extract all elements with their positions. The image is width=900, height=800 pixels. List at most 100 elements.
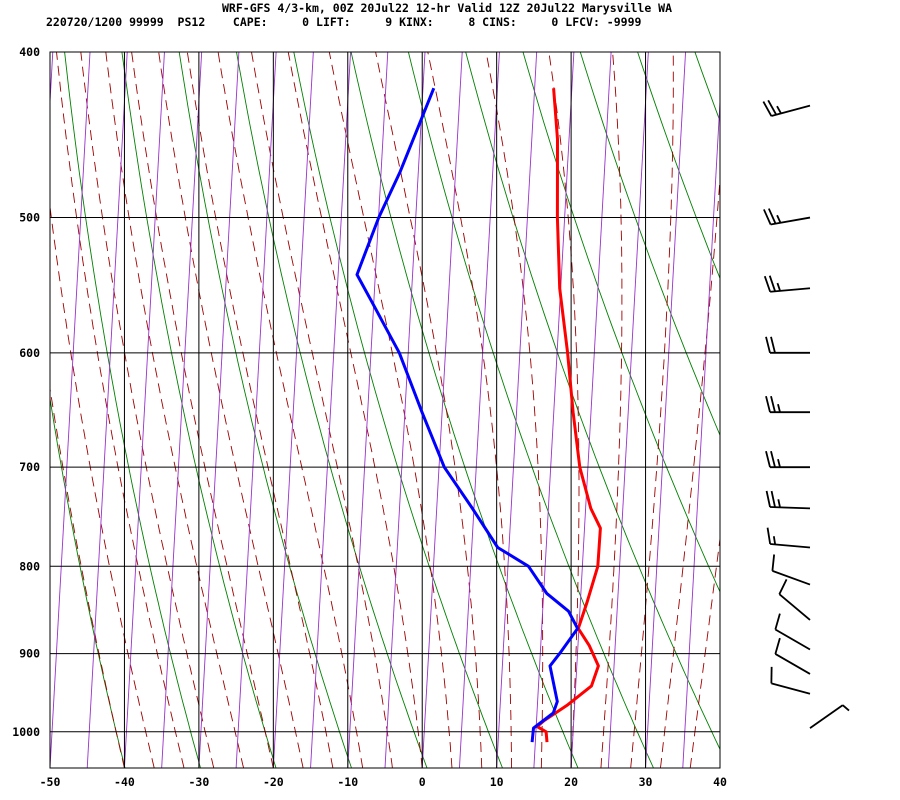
moist-adiabat <box>600 52 623 768</box>
mixing-ratio-line <box>570 52 612 768</box>
wind-barb-half-flag <box>776 282 781 292</box>
wind-barb-staff <box>778 593 811 621</box>
wind-barb-flag <box>770 395 776 413</box>
pressure-tick-label: 400 <box>19 45 40 59</box>
dry-adiabat <box>694 52 720 123</box>
dry-adiabat <box>236 52 428 768</box>
wind-barb-flag <box>763 209 772 225</box>
pressure-tick-label: 700 <box>19 460 40 474</box>
moist-adiabat <box>287 52 423 768</box>
wind-barb-flag <box>770 490 776 508</box>
mixing-ratio-line <box>645 52 687 768</box>
mixing-ratio-line <box>458 52 500 768</box>
pressure-tick-label: 1000 <box>12 725 40 739</box>
wind-barb <box>770 666 811 695</box>
dry-adiabat <box>121 52 277 768</box>
wind-barb-flag <box>770 336 776 354</box>
dry-adiabat <box>637 52 720 280</box>
dry-adiabat <box>350 52 579 768</box>
header-title: WRF-GFS 4/3-km, 00Z 20Jul22 12-hr Valid … <box>222 1 673 15</box>
wind-barb <box>765 490 811 510</box>
wind-barb-staff <box>774 653 811 675</box>
mixing-ratio-line <box>533 52 575 768</box>
plot-frame <box>49 51 721 769</box>
dry-adiabat <box>178 52 352 768</box>
moist-adiabat <box>131 52 274 768</box>
pressure-tick-label: 800 <box>19 559 40 573</box>
mixing-ratio-line <box>496 52 538 768</box>
wind-barb-flag <box>771 554 776 571</box>
mixing-ratio-line <box>123 52 165 768</box>
moist-adiabat <box>217 52 364 768</box>
mixing-ratio-line <box>310 52 352 768</box>
wind-barb-flag <box>767 99 777 116</box>
wind-barb-staff <box>774 628 811 651</box>
moist-adiabat <box>375 52 483 768</box>
x-tick-label: 20 <box>564 775 578 789</box>
pressure-tick-label: 500 <box>19 211 40 225</box>
moist-adiabat <box>186 52 334 768</box>
wind-barb <box>765 336 810 354</box>
wind-barb-flag <box>774 613 781 630</box>
dry-adiabat <box>522 52 720 593</box>
mixing-ratio-line <box>719 759 720 768</box>
wind-barb <box>762 99 811 117</box>
wind-barb <box>766 527 811 549</box>
wind-barb-half-flag <box>777 403 781 413</box>
wind-barb <box>778 578 811 621</box>
mixing-ratio-line <box>384 52 426 768</box>
wind-barb-flag <box>763 275 772 293</box>
x-tick-label: -30 <box>188 775 209 789</box>
wind-barb-flag <box>765 450 771 468</box>
mixing-ratio-line <box>86 52 128 768</box>
wind-barb-staff <box>772 570 811 586</box>
wind-barb-half-flag <box>777 458 781 468</box>
x-tick-label: -20 <box>263 775 284 789</box>
wind-barb-flag <box>770 450 776 468</box>
wind-barb-flag <box>766 527 772 545</box>
mixing-ratio-line <box>235 52 277 768</box>
wind-barb-staff <box>769 506 811 510</box>
dewpoint-profile <box>355 87 580 743</box>
mixing-ratio-line <box>421 52 463 768</box>
moist-adiabat <box>485 52 544 768</box>
moist-adiabat <box>328 52 453 768</box>
x-tick-label: -40 <box>114 775 135 789</box>
wind-barb-flag <box>768 275 776 292</box>
wind-barb-half-flag <box>776 105 782 114</box>
dry-adiabat <box>407 52 654 768</box>
wind-barb-flag <box>778 578 788 595</box>
x-tick-label: 10 <box>490 775 504 789</box>
wind-barb-half-flag <box>777 499 781 508</box>
wind-barb-flag <box>774 637 781 655</box>
wind-barb-flag <box>765 336 771 354</box>
mixing-ratio-line <box>0 52 16 768</box>
wind-barb <box>809 704 850 729</box>
wind-barb-flag <box>765 395 771 413</box>
wind-barb-half-flag <box>842 704 850 712</box>
wind-barb-staff <box>809 704 844 729</box>
moist-adiabat <box>689 535 720 768</box>
wind-barb <box>771 554 811 586</box>
wind-barb-staff <box>770 216 811 226</box>
dry-adiabat <box>810 52 900 768</box>
wind-barb-flag <box>762 101 773 117</box>
mixing-ratio-line <box>757 52 797 768</box>
dry-adiabat <box>293 52 503 768</box>
wind-barb-half-flag <box>776 214 782 224</box>
wind-barb-staff <box>771 682 811 695</box>
moist-adiabat <box>50 386 125 768</box>
wind-barb-flag <box>765 490 771 508</box>
wind-barb <box>765 395 810 414</box>
moist-adiabat <box>56 52 185 768</box>
moist-adiabat <box>158 52 304 768</box>
mixing-ratio-line <box>347 52 389 768</box>
moist-adiabat <box>548 52 580 768</box>
x-tick-label: -50 <box>40 775 61 789</box>
moist-adiabat <box>80 52 215 768</box>
x-tick-label: 30 <box>639 775 653 789</box>
mixing-ratio-line <box>682 93 720 768</box>
dry-adiabat <box>465 52 720 751</box>
mixing-ratio-line <box>161 52 203 768</box>
pressure-tick-label: 600 <box>19 346 40 360</box>
